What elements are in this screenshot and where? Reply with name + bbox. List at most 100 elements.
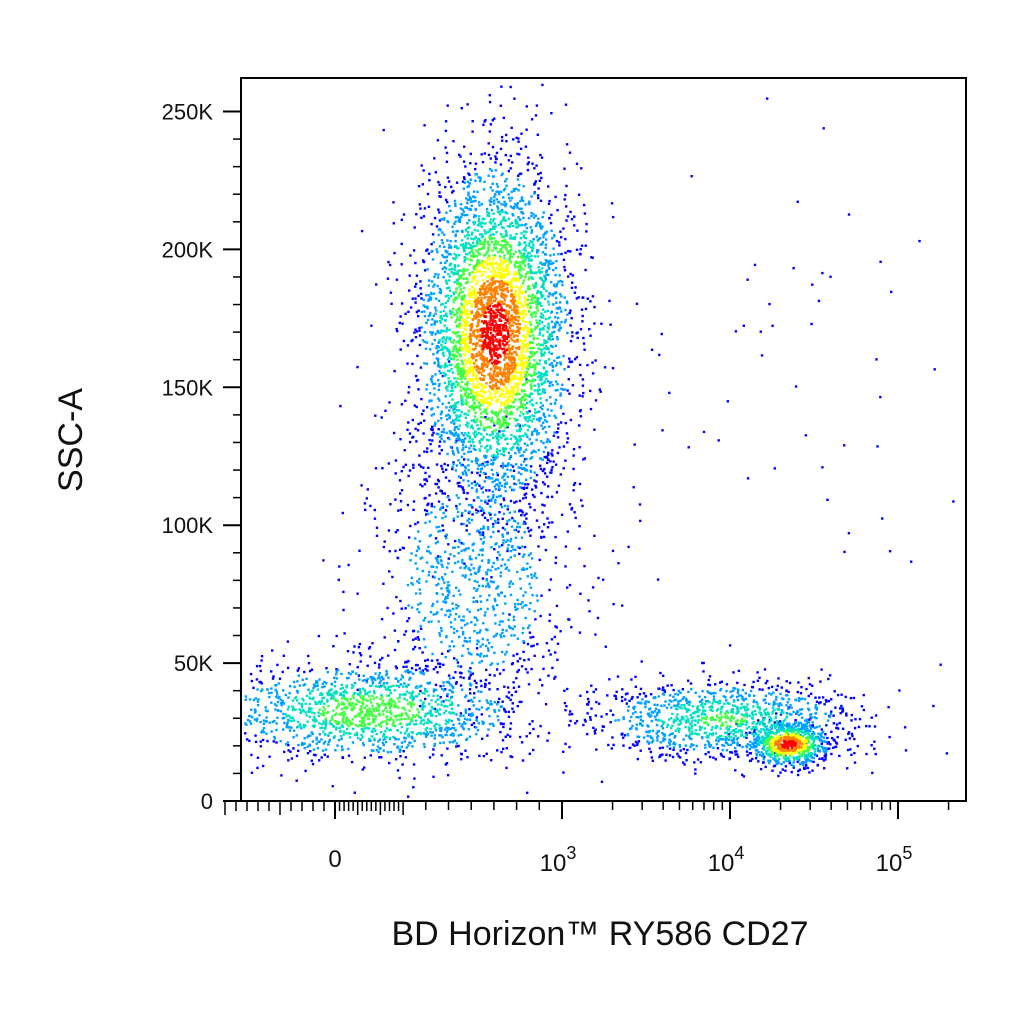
event-dot — [582, 342, 586, 345]
event-dot — [641, 698, 644, 701]
event-dot — [557, 307, 560, 310]
event-dot — [454, 539, 457, 543]
event-dot — [559, 392, 562, 395]
event-dot — [500, 506, 504, 509]
event-dot — [444, 600, 448, 604]
event-dot — [256, 700, 260, 703]
event-dot — [413, 777, 416, 780]
event-dot — [422, 732, 426, 735]
event-dot — [260, 655, 264, 658]
event-dot — [457, 219, 460, 223]
event-dot — [387, 529, 391, 532]
event-dot — [674, 704, 677, 707]
event-dot — [660, 724, 663, 728]
event-dot — [435, 714, 438, 718]
event-dot — [510, 545, 514, 548]
event-dot — [453, 546, 457, 549]
event-dot — [464, 695, 467, 699]
event-dot — [763, 711, 767, 715]
event-dot — [444, 613, 447, 617]
event-dot — [712, 699, 715, 703]
event-dot — [439, 291, 442, 295]
event-dot — [414, 592, 418, 595]
event-dot — [506, 425, 509, 429]
event-dot — [464, 437, 467, 440]
event-dot — [379, 747, 382, 750]
event-dot — [436, 671, 439, 674]
event-dot — [314, 754, 317, 757]
event-dot — [725, 683, 729, 686]
event-dot — [430, 243, 433, 246]
event-dot — [593, 322, 596, 325]
event-dot — [404, 312, 407, 315]
event-dot — [820, 742, 823, 745]
event-dot — [390, 302, 393, 305]
event-dot — [429, 533, 433, 537]
event-dot — [775, 761, 778, 764]
event-dot — [676, 727, 680, 730]
event-dot — [708, 706, 711, 709]
event-dot — [470, 563, 473, 566]
event-dot — [432, 668, 436, 671]
event-dot — [732, 733, 735, 736]
event-dot — [469, 573, 473, 576]
event-dot — [547, 731, 551, 735]
event-dot — [541, 390, 545, 394]
event-dot — [511, 702, 514, 705]
event-dot — [455, 181, 459, 184]
event-dot — [708, 701, 711, 704]
event-dot — [499, 503, 503, 506]
event-dot — [473, 430, 477, 433]
event-dot — [692, 748, 696, 751]
event-dot — [363, 766, 366, 769]
event-dot — [814, 703, 818, 707]
event-dot — [423, 450, 426, 453]
event-dot — [841, 710, 844, 713]
event-dot — [559, 473, 562, 476]
event-dot — [805, 718, 809, 721]
event-dot — [309, 697, 312, 700]
event-dot — [514, 602, 517, 606]
event-dot — [495, 668, 499, 671]
event-dot — [635, 727, 638, 730]
event-dot — [717, 736, 721, 739]
event-dot — [816, 736, 820, 740]
event-dot — [592, 726, 595, 729]
event-dot — [672, 695, 675, 698]
event-dot — [403, 633, 406, 636]
event-dot — [468, 557, 472, 561]
event-dot — [468, 226, 471, 229]
event-dot — [589, 300, 592, 303]
event-dot — [474, 572, 478, 575]
event-dot — [444, 722, 448, 726]
event-dot — [429, 331, 432, 334]
event-dot — [408, 274, 411, 277]
event-dot — [518, 700, 521, 704]
event-dot — [357, 674, 361, 677]
event-dot — [457, 538, 461, 542]
event-dot — [500, 203, 503, 206]
event-dot — [559, 421, 563, 424]
event-dot — [586, 703, 590, 706]
event-dot — [431, 604, 434, 608]
event-dot — [556, 642, 560, 645]
event-dot — [749, 752, 752, 755]
event-dot — [554, 535, 557, 539]
event-dot — [446, 505, 449, 508]
event-dot — [759, 753, 762, 757]
event-dot — [759, 767, 763, 771]
event-dot — [275, 722, 278, 725]
event-dot — [564, 193, 567, 197]
event-dot — [763, 748, 766, 751]
event-dot — [427, 682, 431, 685]
event-dot — [504, 219, 507, 222]
event-dot — [551, 454, 554, 457]
event-dot — [388, 401, 391, 404]
event-dot — [434, 537, 438, 540]
event-dot — [564, 742, 567, 746]
event-dot — [629, 746, 632, 749]
event-dot — [575, 248, 579, 251]
event-dot — [542, 366, 545, 369]
event-dot — [590, 256, 593, 259]
event-dot — [810, 752, 813, 755]
